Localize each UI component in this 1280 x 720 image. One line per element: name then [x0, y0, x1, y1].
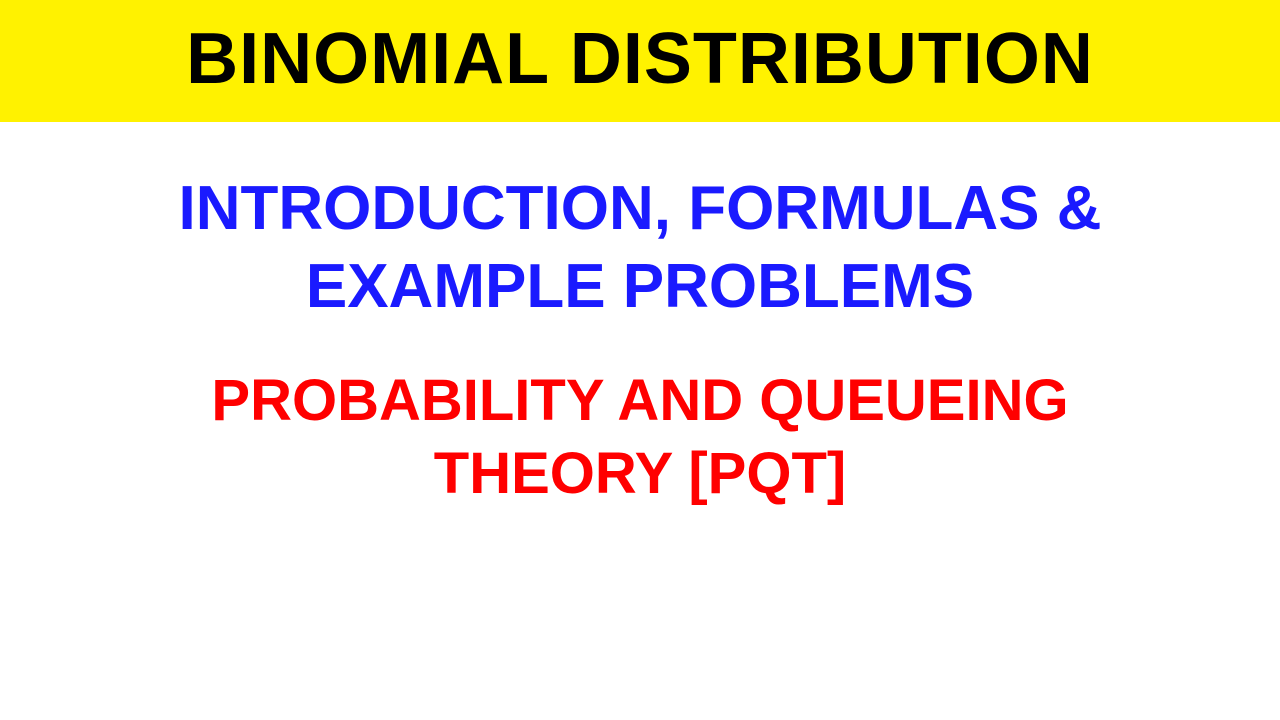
- footer-block: PROBABILITY AND QUEUEING THEORY [PQT]: [0, 365, 1280, 510]
- subtitle-line-1: INTRODUCTION, FORMULAS &: [0, 170, 1280, 248]
- subtitle-line-2: EXAMPLE PROBLEMS: [0, 248, 1280, 326]
- title-bar: BINOMIAL DISTRIBUTION: [0, 0, 1280, 122]
- footer-line-2: THEORY [PQT]: [0, 438, 1280, 511]
- subtitle-block: INTRODUCTION, FORMULAS & EXAMPLE PROBLEM…: [0, 170, 1280, 325]
- footer-line-1: PROBABILITY AND QUEUEING: [0, 365, 1280, 438]
- title-text: BINOMIAL DISTRIBUTION: [186, 19, 1094, 99]
